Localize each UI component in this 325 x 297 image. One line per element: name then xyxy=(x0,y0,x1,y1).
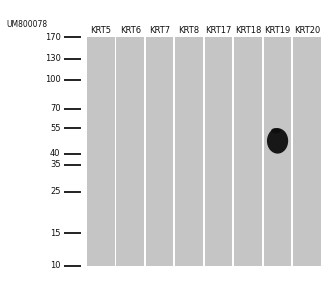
Text: KRT8: KRT8 xyxy=(179,26,200,34)
Bar xyxy=(205,37,232,266)
Ellipse shape xyxy=(267,128,288,154)
Text: KRT7: KRT7 xyxy=(149,26,170,34)
Bar xyxy=(116,37,144,266)
Text: KRT18: KRT18 xyxy=(235,26,261,34)
Text: KRT5: KRT5 xyxy=(90,26,111,34)
Bar xyxy=(293,37,321,266)
Text: 35: 35 xyxy=(50,160,60,169)
Text: UM800078: UM800078 xyxy=(6,20,47,29)
Text: 170: 170 xyxy=(45,32,60,42)
Text: 70: 70 xyxy=(50,104,60,113)
Text: 25: 25 xyxy=(50,187,60,196)
Text: 15: 15 xyxy=(50,229,60,238)
Text: KRT19: KRT19 xyxy=(265,26,291,34)
Text: 55: 55 xyxy=(50,124,60,133)
Text: KRT6: KRT6 xyxy=(120,26,141,34)
Bar xyxy=(176,37,203,266)
Bar xyxy=(264,37,291,266)
Text: KRT17: KRT17 xyxy=(205,26,232,34)
Bar xyxy=(234,37,262,266)
Text: KRT20: KRT20 xyxy=(294,26,320,34)
Text: 130: 130 xyxy=(45,54,60,63)
Bar xyxy=(146,37,174,266)
Bar xyxy=(87,37,115,266)
Text: 40: 40 xyxy=(50,149,60,158)
Text: 10: 10 xyxy=(50,261,60,271)
Ellipse shape xyxy=(271,128,280,133)
Text: 100: 100 xyxy=(45,75,60,84)
